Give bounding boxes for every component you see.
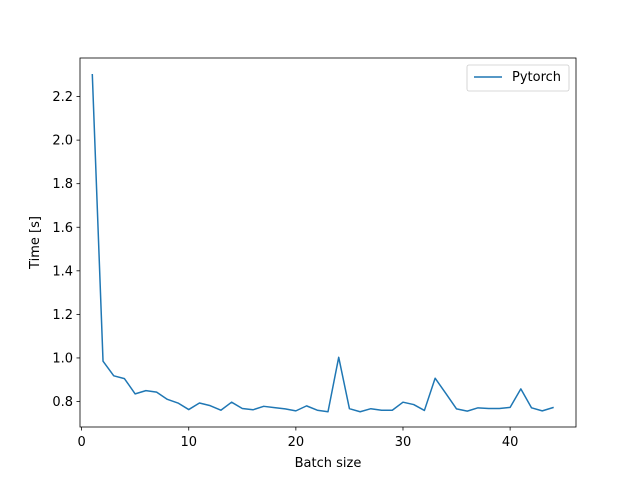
y-axis: 0.8 1.0 1.2 1.4 1.6 1.8 2.0 2.2 [52,90,80,410]
y-axis-label: Time [s] [28,216,43,270]
y-tick-label: 2.2 [52,90,73,105]
x-tick-label: 0 [77,435,85,450]
plot-area [80,58,576,427]
y-tick-label: 1.6 [52,221,73,236]
y-tick-label: 1.0 [52,351,73,366]
y-tick-label: 1.4 [52,264,73,279]
series-line-pytorch [91,73,554,413]
x-tick-label: 10 [180,435,197,450]
legend-label-pytorch: Pytorch [512,70,561,85]
y-tick-label: 0.8 [52,395,73,410]
x-axis: 0 10 20 30 40 [77,427,518,450]
y-tick-label: 1.8 [52,177,73,192]
x-tick-label: 20 [288,435,305,450]
y-tick-label: 2.0 [52,134,73,149]
x-axis-label: Batch size [295,456,362,471]
legend: Pytorch [466,64,570,92]
x-tick-label: 30 [395,435,412,450]
legend-box [466,64,570,92]
x-tick-label: 40 [502,435,519,450]
plot-frame [79,57,577,428]
y-tick-label: 1.2 [52,308,73,323]
